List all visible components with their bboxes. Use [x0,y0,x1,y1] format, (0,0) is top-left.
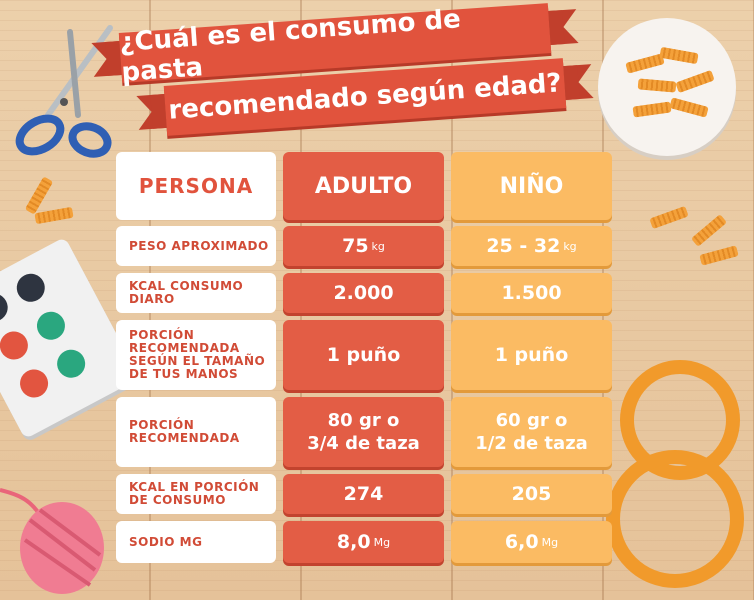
adult-value: 8,0 [336,531,371,553]
pasta-necklace-icon [606,450,744,588]
row-label: SODIO Mg [116,521,276,563]
adult-value: 274 [343,483,384,505]
child-cell: 6,0 Mg [451,521,612,563]
child-value: 1 puño [494,344,569,366]
child-value: 205 [511,483,552,505]
child-value: 25 - 32 [486,235,561,257]
row-label: PORCIÓN RECOMENDADA [116,397,276,467]
child-value-line1: 60 gr o [495,410,568,431]
adult-value-line2: 3/4 de taza [307,433,420,454]
adult-value: 1 puño [326,344,401,366]
row-label: KCAL CONSUMO DIARO [116,273,276,313]
adult-cell: 1 puño [283,320,444,390]
adult-cell: 8,0 Mg [283,521,444,563]
adult-unit: kg [371,239,385,253]
header-adulto-label: ADULTO [314,173,413,199]
child-value-line2: 1/2 de taza [475,433,588,454]
child-cell: 1.500 [451,273,612,313]
adult-value: 75 [342,235,369,257]
yarn-ball-icon [0,488,104,594]
adult-value-line1: 80 gr o [327,410,400,431]
header-nino: NIÑO [451,152,612,220]
child-unit: Mg [541,535,559,549]
adult-cell: 274 [283,474,444,514]
adult-cell: 75 kg [283,226,444,266]
row-label-text: PESO APROXIMADO [129,238,269,253]
scissors-icon [15,25,113,158]
row-label: KCAL EN PORCIÓN DE CONSUMO [116,474,276,514]
adult-cell: 80 gr o 3/4 de taza [283,397,444,467]
child-cell: 25 - 32 kg [451,226,612,266]
child-cell: 1 puño [451,320,612,390]
row-label-text: KCAL CONSUMO DIARO [129,279,244,306]
child-value: 1.500 [501,282,562,304]
header-persona: PERSONA [116,152,276,220]
row-label-text: PORCIÓN RECOMENDADA [129,418,240,445]
header-nino-label: NIÑO [499,173,564,199]
row-label-text: PORCIÓN RECOMENDADA SEGÚN EL TAMAÑO DE T… [129,328,266,381]
row-label-text: SODIO Mg [129,534,203,549]
pasta-plate-icon [598,18,736,156]
adult-value: 2.000 [333,282,394,304]
child-cell: 205 [451,474,612,514]
row-label: PESO APROXIMADO [116,226,276,266]
adult-unit: Mg [373,535,391,549]
header-persona-label: PERSONA [138,173,254,198]
child-cell: 60 gr o 1/2 de taza [451,397,612,467]
child-value: 6,0 [504,531,539,553]
row-label: PORCIÓN RECOMENDADA SEGÚN EL TAMAÑO DE T… [116,320,276,390]
adult-cell: 2.000 [283,273,444,313]
child-unit: kg [563,239,577,253]
row-label-text: KCAL EN PORCIÓN DE CONSUMO [129,480,260,507]
header-adulto: ADULTO [283,152,444,220]
